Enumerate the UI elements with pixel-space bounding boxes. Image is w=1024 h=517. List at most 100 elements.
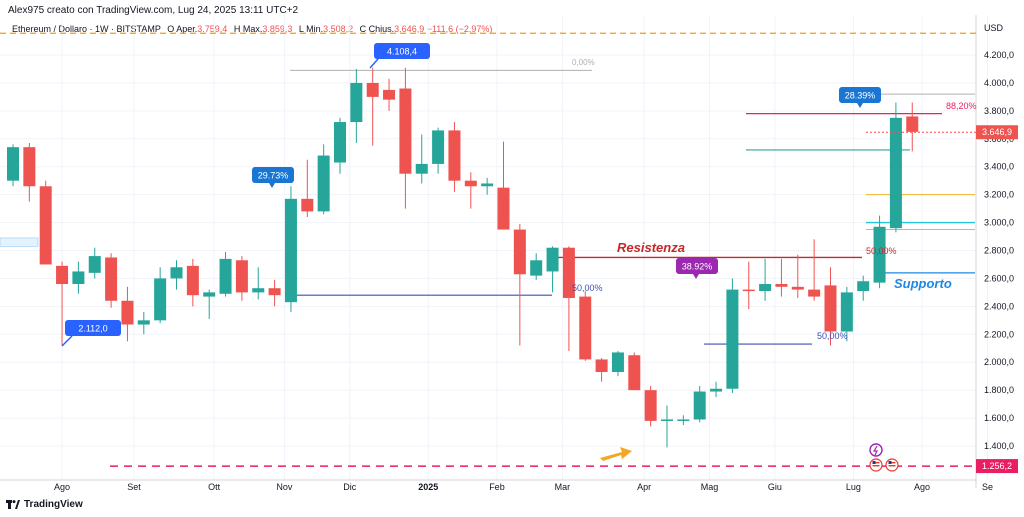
candle-body	[742, 289, 755, 292]
candle-body	[7, 147, 19, 181]
resistenza-label: Resistenza	[617, 240, 685, 255]
candle-body	[693, 391, 706, 420]
low-label: L	[298, 24, 304, 34]
low-callout: 2.112,0	[65, 320, 121, 336]
candle-body	[137, 320, 150, 325]
x-tick-label: Dic	[343, 482, 356, 492]
candle-body	[677, 419, 690, 421]
candle-body	[121, 300, 134, 325]
low-callout-pointer	[61, 335, 73, 347]
fib-50-label-b: 50,00%	[817, 331, 848, 341]
candle-body	[39, 186, 52, 265]
tradingview-logo[interactable]: TradingView	[6, 499, 83, 510]
open-prefix: Aper.	[176, 24, 198, 34]
left-band	[0, 237, 39, 247]
candle-body	[268, 288, 281, 296]
candle-body	[105, 257, 118, 301]
x-tick-label: Mar	[555, 482, 571, 492]
candles	[7, 67, 919, 448]
candle-body	[824, 285, 837, 332]
candle-body	[513, 229, 526, 275]
low-value: 3.508,2	[323, 24, 354, 34]
high-callout: 4.108,4	[374, 43, 430, 59]
price-now-label: 3.646,9	[982, 127, 1012, 137]
pct-badge-2-text: 38.92%	[682, 262, 713, 272]
tradingview-logo-icon	[6, 500, 20, 509]
candle-body	[840, 292, 853, 332]
x-tick-label: Nov	[276, 482, 293, 492]
change-value: −111,6 (−2,97%)	[426, 24, 493, 34]
symbol-name: Ethereum / Dollaro · 1W · BITSTAMP	[12, 24, 161, 34]
pct-badge-1: 29.73%	[252, 167, 294, 183]
candle-body	[644, 390, 657, 421]
grid-lines	[0, 15, 988, 480]
candle-body	[72, 271, 85, 285]
close-label: C	[359, 24, 367, 34]
x-tick-label: Set	[127, 482, 141, 492]
open-label: O	[167, 24, 175, 34]
price-low-label: 1.256,2	[982, 461, 1012, 471]
y-tick-label: 2.000,0	[984, 357, 1014, 367]
event-lightning-icon	[869, 443, 883, 457]
x-tick-label: Feb	[489, 482, 505, 492]
candle-body	[595, 359, 608, 372]
x-tick-label: Ago	[914, 482, 930, 492]
candle-body	[759, 284, 772, 291]
x-tick-label: Ago	[54, 482, 70, 492]
open-value: 3.759,4	[197, 24, 228, 34]
candle-body	[628, 355, 641, 391]
y-tick-label: 2.600,0	[984, 273, 1014, 283]
candle-body	[710, 388, 723, 392]
high-callout-pointer	[369, 58, 379, 69]
candle-body	[154, 278, 167, 321]
candle-body	[775, 284, 788, 287]
low-callout-text: 2.112,0	[78, 324, 107, 334]
y-tick-label: 3.800,0	[984, 106, 1014, 116]
y-tick-label: 4.200,0	[984, 50, 1014, 60]
candle-body	[415, 163, 428, 174]
candle-body	[284, 198, 297, 303]
y-tick-label: 4.000,0	[984, 78, 1014, 88]
y-tick-label: 2.200,0	[984, 329, 1014, 339]
price-now-tag	[976, 125, 1018, 140]
candle-body	[317, 155, 330, 212]
candle-body	[726, 289, 739, 389]
candle-body	[366, 82, 379, 97]
pct-badge-1-text: 29.73%	[258, 171, 289, 181]
candle-body	[857, 281, 870, 291]
x-tick-label: Giu	[768, 482, 782, 492]
candle-body	[889, 117, 902, 229]
candle-body	[661, 419, 673, 421]
high-label: H	[233, 24, 241, 34]
y-tick-label: 1.800,0	[984, 385, 1014, 395]
candle-body	[170, 267, 183, 279]
y-tick-label: 2.800,0	[984, 246, 1014, 256]
y-tick-label: 2.400,0	[984, 301, 1014, 311]
high-callout-text: 4.108,4	[387, 47, 417, 57]
price-low-tag	[976, 459, 1018, 474]
candle-body	[611, 352, 624, 372]
pct-badge-1-arrow	[269, 183, 275, 188]
candle-body	[808, 289, 821, 297]
high-prefix: Max.	[242, 24, 263, 34]
close-value: 3.646,9	[394, 24, 425, 34]
y-tick-label: 1.400,0	[984, 441, 1014, 451]
candle-body	[432, 130, 445, 164]
candle-body	[235, 260, 248, 293]
candle-body	[497, 187, 510, 230]
currency-label: USD	[984, 23, 1004, 33]
x-tick-label: Se	[982, 482, 993, 492]
candle-body	[873, 226, 886, 283]
fib-88-label: 88,20%	[946, 101, 977, 111]
candle-body	[530, 260, 543, 276]
x-tick-label: Lug	[846, 482, 861, 492]
candle-body	[203, 292, 216, 297]
candle-body	[350, 82, 363, 123]
candle-body	[481, 183, 494, 187]
candle-body	[186, 265, 199, 296]
candle-body	[464, 180, 477, 187]
y-tick-label: 3.200,0	[984, 190, 1014, 200]
candle-body	[906, 116, 919, 132]
candle-body	[448, 130, 461, 181]
